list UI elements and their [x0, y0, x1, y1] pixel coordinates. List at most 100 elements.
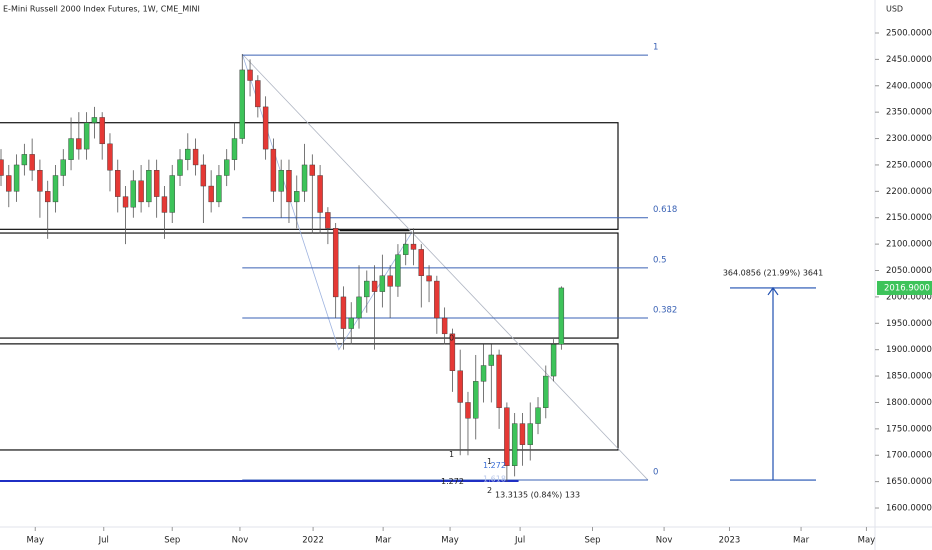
y-tick-label: 2200.0000 — [886, 187, 932, 197]
candle-body — [6, 175, 12, 192]
candle-body — [473, 381, 479, 419]
annotation: 0 — [449, 334, 454, 343]
candle-body — [301, 164, 308, 192]
candle-body — [410, 243, 417, 250]
candle-body — [161, 196, 168, 213]
y-tick-label: 2150.0000 — [886, 213, 932, 223]
candle-body — [270, 148, 277, 192]
candle-body — [379, 275, 386, 292]
annotation: 13.3135 (0.84%) 133 — [495, 490, 580, 499]
candle-body — [0, 159, 4, 176]
candle-body — [169, 175, 175, 213]
candle-body — [504, 407, 510, 467]
candle-body — [138, 180, 144, 203]
candle-body — [208, 185, 214, 203]
y-tick-label: 1800.0000 — [886, 398, 932, 408]
y-tick-label: 2500.0000 — [886, 28, 932, 38]
x-tick-label: 2023 — [719, 536, 741, 546]
candle-body — [426, 275, 432, 282]
y-tick-label: 2250.0000 — [886, 160, 932, 170]
candle-body — [364, 280, 370, 298]
trend-line — [241, 53, 649, 481]
candle-body — [192, 148, 199, 166]
candle-body — [224, 159, 230, 176]
candle-body — [340, 296, 347, 329]
candle-body — [317, 175, 323, 213]
candle-body — [60, 159, 66, 176]
x-tick-label: Nov — [232, 536, 249, 546]
x-tick-label: 2022 — [302, 536, 324, 546]
candle-body — [91, 117, 98, 123]
zone — [0, 232, 619, 339]
y-tick-label: 2350.0000 — [886, 108, 932, 118]
y-tick-label: 1700.0000 — [886, 451, 932, 461]
candle-body — [37, 170, 43, 192]
candle-body — [441, 317, 448, 335]
measure-label: 364.0856 (21.99%) 3641 — [723, 268, 823, 277]
candle-body — [239, 69, 245, 139]
candle-body — [558, 287, 565, 345]
candle-body — [543, 375, 549, 408]
candle-body — [278, 170, 284, 192]
last-price-badge — [877, 280, 932, 295]
candle-body — [262, 106, 269, 150]
candle-body — [332, 228, 339, 298]
candle-body — [216, 175, 222, 203]
candle-body — [325, 212, 331, 229]
annotation: 2 — [487, 486, 492, 495]
y-tick-label: 2050.0000 — [886, 266, 932, 276]
y-tick-label: 1900.0000 — [886, 345, 932, 355]
candle-body — [255, 80, 261, 108]
candle-body — [185, 148, 191, 160]
candle-body — [387, 275, 393, 287]
candle-body — [511, 423, 518, 467]
x-tick-label: May — [26, 536, 44, 546]
y-tick-label: 2400.0000 — [886, 81, 932, 91]
candle-body — [550, 344, 557, 377]
candle-body — [21, 154, 28, 166]
candle-body — [434, 280, 440, 319]
x-tick-label: Mar — [793, 536, 810, 546]
candle-body — [356, 296, 362, 319]
candle-body — [286, 170, 292, 203]
y-tick-label: 1850.0000 — [886, 372, 932, 382]
y-tick-label: 1650.0000 — [886, 477, 932, 487]
candle-body — [29, 154, 35, 171]
candle-body — [130, 180, 137, 208]
candle-body — [107, 143, 113, 171]
candle-body — [153, 170, 160, 197]
candle-body — [488, 354, 495, 366]
candle-body — [247, 69, 253, 81]
candle-body — [13, 164, 20, 192]
y-tick-label: 2100.0000 — [886, 240, 932, 250]
zone — [0, 343, 619, 451]
annotation: 1.272 — [441, 477, 464, 486]
candle-body — [76, 138, 82, 150]
candle-body — [496, 354, 502, 408]
last-price-label: 2016.9000 — [884, 283, 930, 293]
y-tick-label: 2450.0000 — [886, 55, 932, 65]
candle-body — [457, 370, 463, 403]
candle-body — [200, 164, 207, 187]
x-tick-label: May — [441, 536, 459, 546]
arrow-head — [767, 286, 779, 296]
fib-label: 0 — [653, 468, 658, 478]
candle-body — [231, 138, 238, 160]
candle-body — [527, 423, 533, 445]
annotation: 1 — [487, 457, 492, 466]
x-tick-label: Sep — [164, 536, 180, 546]
candle-body — [83, 122, 90, 150]
candle-body — [115, 170, 121, 197]
y-tick-label: 2300.0000 — [886, 134, 932, 144]
candle-body — [294, 191, 300, 203]
annotation: 1.272 — [483, 461, 506, 470]
candle-body — [52, 175, 59, 203]
candle-body — [122, 196, 129, 208]
x-tick-label: Jul — [98, 536, 109, 546]
fib-label: 0.618 — [653, 205, 677, 215]
candle-body — [68, 138, 74, 160]
annotation: 1.618 — [483, 474, 506, 483]
x-tick-label: Nov — [656, 536, 673, 546]
